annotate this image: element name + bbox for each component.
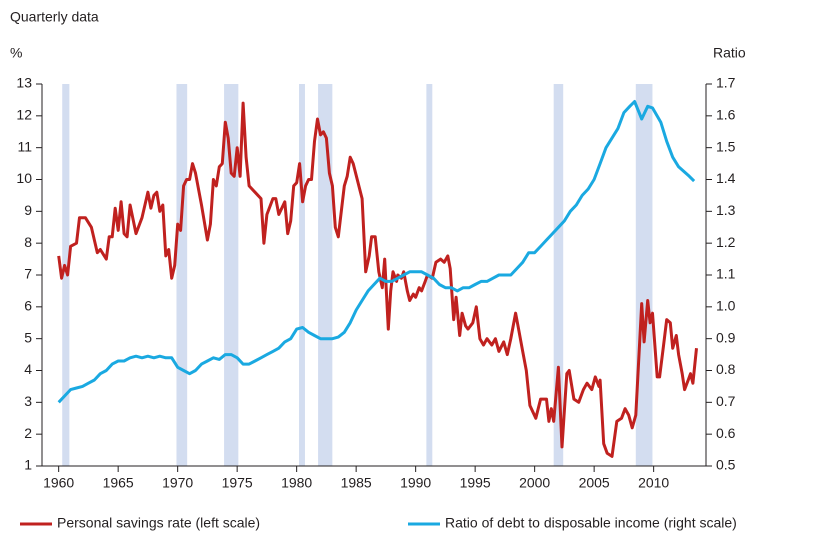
x-tick-label: 2005 xyxy=(579,475,610,491)
y-tick-label: 13 xyxy=(16,75,32,91)
recession-band xyxy=(635,84,653,466)
x-tick-label: 2010 xyxy=(638,475,669,491)
x-tick-label: 2000 xyxy=(519,475,550,491)
recession-band xyxy=(553,84,564,466)
y-tick-label: 6 xyxy=(24,298,32,314)
y2-tick-label: 0.6 xyxy=(716,425,736,441)
x-tick-label: 1995 xyxy=(460,475,491,491)
data-line xyxy=(57,101,698,458)
y-tick-label: 1 xyxy=(24,457,32,473)
y-tick-label: 7 xyxy=(24,266,32,282)
y2-tick-label: 1.2 xyxy=(716,234,736,250)
y-tick-label: 12 xyxy=(16,107,32,123)
y2-tick-label: 0.8 xyxy=(716,361,736,377)
y-tick-label: 5 xyxy=(24,329,32,345)
recession-band xyxy=(224,84,239,466)
y2-tick-label: 1.3 xyxy=(716,202,736,218)
y2-tick-label: 0.5 xyxy=(716,457,736,473)
legend-label: Personal savings rate (left scale) xyxy=(57,515,260,531)
y-tick-label: 9 xyxy=(24,202,32,218)
chart-subtitle: Quarterly data xyxy=(10,9,99,25)
recession-band xyxy=(299,84,305,466)
y2-tick-label: 1.7 xyxy=(716,75,736,91)
y2-tick-label: 1.4 xyxy=(716,170,736,186)
y-tick-label: 3 xyxy=(24,393,32,409)
y2-tick-label: 1.6 xyxy=(716,107,736,123)
x-tick-label: 1975 xyxy=(222,475,253,491)
y-tick-label: 8 xyxy=(24,234,32,250)
recession-band xyxy=(318,84,333,466)
y2-tick-label: 1.0 xyxy=(716,298,736,314)
y-tick-label: 10 xyxy=(16,170,32,186)
x-tick-label: 1965 xyxy=(103,475,134,491)
y2-axis-label: Ratio xyxy=(713,45,746,61)
y-tick-label: 4 xyxy=(24,361,32,377)
y2-tick-label: 0.7 xyxy=(716,393,736,409)
recession-band xyxy=(176,84,188,466)
x-tick-label: 1970 xyxy=(162,475,193,491)
data-line xyxy=(57,100,696,404)
legend-label: Ratio of debt to disposable income (righ… xyxy=(445,515,737,531)
recession-band xyxy=(62,84,70,466)
y2-tick-label: 1.1 xyxy=(716,266,736,282)
x-tick-label: 1985 xyxy=(341,475,372,491)
x-tick-label: 1980 xyxy=(281,475,312,491)
x-tick-label: 1960 xyxy=(43,475,74,491)
x-tick-label: 1990 xyxy=(400,475,431,491)
y2-tick-label: 1.5 xyxy=(716,138,736,154)
y2-tick-label: 0.9 xyxy=(716,329,736,345)
y-tick-label: 2 xyxy=(24,425,32,441)
y-tick-label: 11 xyxy=(17,138,32,154)
y-axis-label: % xyxy=(10,45,22,61)
